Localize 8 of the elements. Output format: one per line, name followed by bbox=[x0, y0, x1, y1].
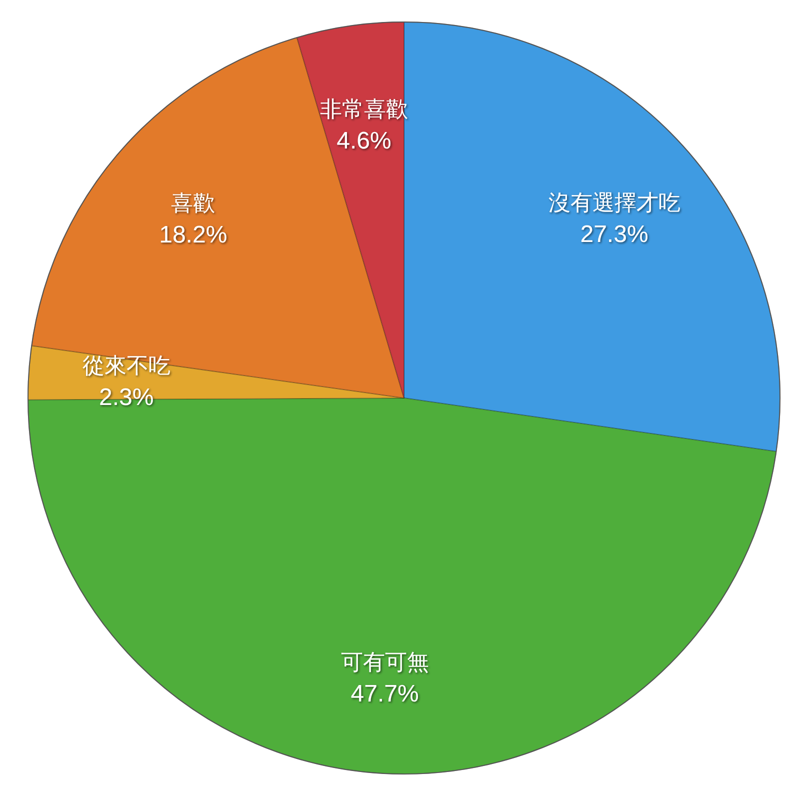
slice-label: 沒有選擇才吃 bbox=[548, 190, 680, 215]
slice-label: 從來不吃 bbox=[82, 353, 170, 378]
data-label: 27.3% bbox=[580, 220, 648, 248]
data-label: 47.7% bbox=[350, 680, 419, 708]
data-label: 4.6% bbox=[336, 128, 392, 155]
data-label: 18.2% bbox=[159, 221, 228, 248]
slice-label: 喜歡 bbox=[171, 190, 216, 216]
slice-label: 可有可無 bbox=[340, 650, 429, 675]
